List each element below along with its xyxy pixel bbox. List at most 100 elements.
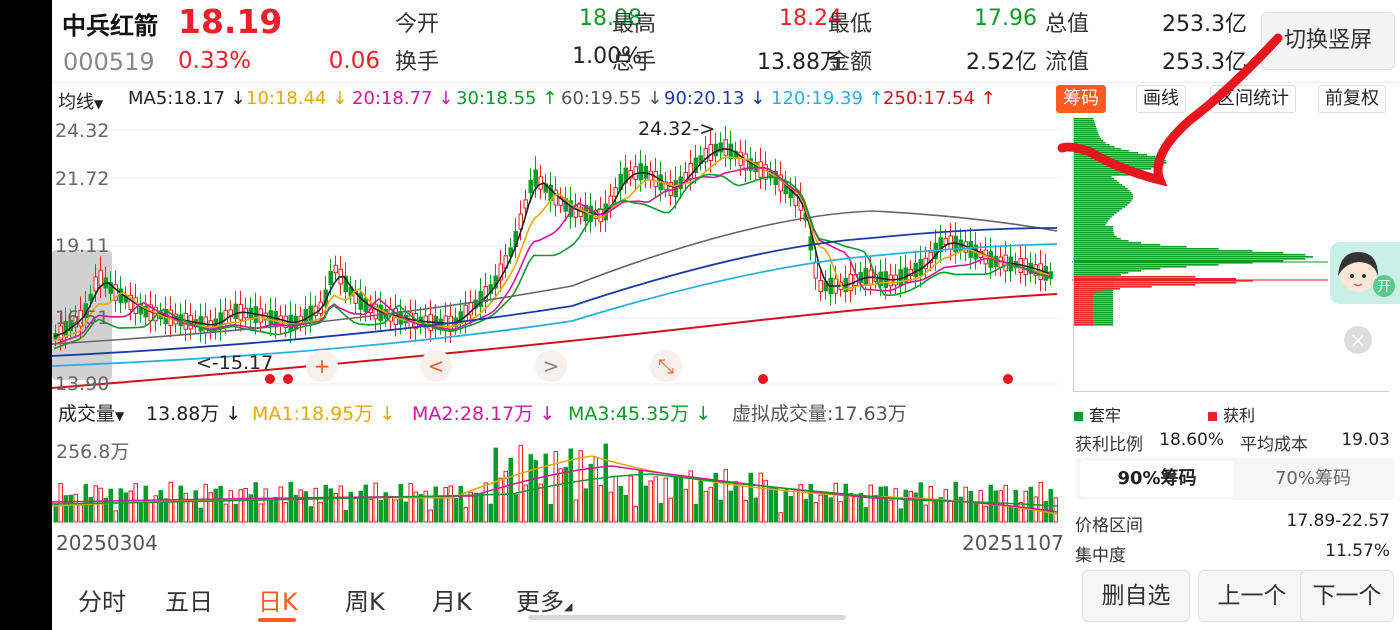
volume-bar: [783, 489, 788, 523]
chip-bar-trapped: [1073, 196, 1133, 198]
tab-70-chips[interactable]: 70%筹码: [1274, 468, 1351, 489]
volume-bar: [303, 491, 308, 523]
volume-bar: [653, 476, 658, 523]
assistant-avatar[interactable]: 开: [1330, 242, 1400, 304]
remove-watchlist-button[interactable]: 删自选: [1082, 570, 1190, 622]
y-tick-label: 19.11: [55, 235, 110, 257]
signal-dot: [265, 374, 275, 384]
volume-bar: [108, 488, 113, 523]
chip-bar-trapped: [1073, 132, 1098, 134]
chip-bar-trapped: [1073, 222, 1107, 224]
chip-bar-trapped: [1073, 266, 1187, 268]
kline-chart[interactable]: [52, 116, 1060, 394]
volume-chart[interactable]: [52, 426, 1060, 524]
candle-body: [363, 298, 368, 312]
stat-value: 17.96: [974, 6, 1037, 31]
volume-bar: [193, 490, 198, 523]
volume-bar: [978, 490, 983, 523]
zoom-in-button[interactable]: +: [306, 350, 338, 382]
start-date: 20250304: [56, 531, 158, 555]
tab-more[interactable]: 更多◢: [516, 582, 572, 617]
volume-selector[interactable]: 成交量▼: [58, 399, 124, 426]
volume-bar: [903, 489, 908, 523]
tab-daily-k[interactable]: 日K: [258, 588, 298, 616]
stat-label: 换手: [395, 50, 440, 75]
volume-bar: [338, 485, 343, 523]
volume-bar: [1038, 481, 1043, 523]
volume-bar: [448, 485, 453, 523]
volume-ma-value: MA2:28.17万 ↓: [412, 403, 556, 425]
candle-body: [708, 144, 713, 161]
tab-monthly-k[interactable]: 月K: [432, 588, 472, 616]
next-stock-button[interactable]: 下一个: [1300, 570, 1394, 622]
chip-bar-profit: [1073, 284, 1196, 286]
chip-bar-trapped: [1073, 144, 1110, 146]
close-icon[interactable]: ×: [1344, 326, 1372, 354]
volume-bar: [278, 486, 283, 523]
draw-line-button[interactable]: 画线: [1136, 85, 1186, 113]
volume-bar: [858, 493, 863, 523]
volume-bar: [693, 503, 698, 523]
volume-bar: [443, 486, 448, 523]
interval-stats-button[interactable]: 区间统计: [1210, 85, 1296, 113]
chip-bar-trapped: [1073, 124, 1096, 126]
tab-90-chips[interactable]: 90%筹码: [1080, 461, 1234, 497]
chip-bar-trapped: [1073, 176, 1112, 178]
ma-value: 250:17.54 ↑: [883, 88, 996, 109]
switch-portrait-button[interactable]: 切换竖屏: [1261, 12, 1395, 70]
legend-trapped: 套牢: [1074, 402, 1121, 426]
volume-bar: [468, 491, 473, 523]
volume-bar: [523, 484, 528, 523]
ma-value: 10:18.44 ↓: [246, 88, 348, 109]
previous-stock-button[interactable]: 上一个: [1198, 570, 1306, 622]
volume-bar: [748, 472, 753, 523]
profit-ratio-value: 18.60%: [1159, 430, 1224, 450]
volume-bar: [668, 497, 673, 523]
chip-bar-trapped: [1073, 246, 1187, 248]
tab-intraday[interactable]: 分时: [78, 588, 126, 616]
chip-bar-trapped: [1073, 190, 1130, 192]
volume-bar: [833, 482, 838, 523]
volume-bar: [68, 494, 73, 523]
chip-bar-trapped: [1073, 140, 1104, 142]
tab-weekly-k[interactable]: 周K: [345, 588, 385, 616]
pan-right-button[interactable]: >: [535, 350, 567, 382]
tab-five-day[interactable]: 五日: [165, 588, 213, 616]
volume-bar: [493, 447, 498, 523]
candle-body: [143, 305, 148, 318]
volume-bar: [293, 494, 298, 523]
zoom-out-button[interactable]: ⤡: [650, 350, 682, 382]
volume-bar: [358, 490, 363, 523]
chip-bar-profit: [1073, 278, 1237, 280]
volume-bar: [123, 492, 128, 523]
candle-body: [818, 279, 823, 293]
pan-left-button[interactable]: <: [420, 350, 452, 382]
candle-body: [943, 237, 948, 246]
chip-bar-trapped: [1073, 148, 1122, 150]
forward-adjust-button[interactable]: 前复权: [1318, 85, 1386, 113]
volume-bar: [733, 481, 738, 523]
candle-body: [93, 276, 98, 292]
scroll-indicator[interactable]: [528, 615, 846, 620]
volume-bar: [238, 489, 243, 523]
volume-bar: [603, 443, 608, 523]
chip-bar-profit: [1073, 322, 1093, 324]
chip-chips-button[interactable]: 筹码: [1056, 85, 1106, 113]
volume-bar: [413, 491, 418, 523]
candle-body: [613, 187, 618, 197]
volume-ma-value: MA3:45.35万 ↓: [568, 403, 712, 425]
candle-body: [598, 208, 603, 223]
chip-bar-profit: [1073, 310, 1093, 312]
legend-square-icon: [1208, 412, 1217, 421]
volume-bar: [768, 487, 773, 523]
candle-body: [98, 269, 103, 287]
volume-bar: [598, 484, 603, 523]
candle-body: [308, 305, 313, 323]
ma-selector[interactable]: 均线▼: [58, 88, 103, 114]
chip-bar-trapped: [1073, 270, 1142, 272]
volume-bar: [918, 482, 923, 523]
volume-bar: [763, 479, 768, 523]
volume-bar: [953, 481, 958, 523]
volume-bar: [313, 487, 318, 523]
volume-ma-value: 虚拟成交量:17.63万: [732, 403, 907, 425]
